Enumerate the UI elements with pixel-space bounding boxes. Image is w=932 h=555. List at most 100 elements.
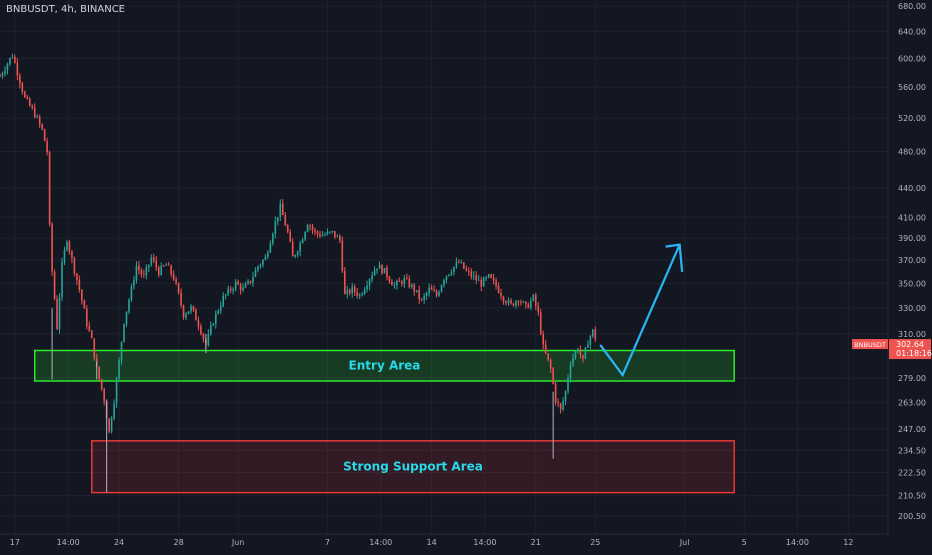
candle-body [408,278,411,288]
candle-body [594,329,597,340]
candle-body [336,236,339,238]
candle-body [41,124,43,130]
candle-body [56,298,58,330]
candle-body [371,275,373,280]
x-tick-label: Jun [231,538,245,547]
y-tick-label: 520.00 [898,114,926,123]
x-tick-label: Jul [679,538,690,547]
candle-body [398,280,401,282]
y-tick-label: 222.50 [898,468,926,477]
candle-body [207,333,210,345]
candle-body [405,277,408,279]
x-tick-label: 14 [427,538,437,547]
candle-body [477,279,480,281]
support-area-zone [91,440,735,494]
candle-body [279,203,282,218]
candle-body [83,300,86,309]
candle-body [73,258,76,274]
candle-body [376,268,378,271]
candle-body [341,240,344,271]
candle-body [512,303,515,306]
candle-body [38,116,41,125]
candle-body [326,231,329,235]
candle-body [420,298,423,300]
candle-body [495,280,497,286]
candle-body [289,231,292,242]
candle-body [311,226,314,230]
candle-body [306,225,309,232]
entry-area-label: Entry Area [349,359,421,373]
x-tick-label: 14:00 [473,538,496,547]
candle-body [118,360,120,379]
candle-body [68,241,71,252]
candle-body [277,217,279,222]
x-tick-label: 14:00 [57,538,80,547]
candle-body [214,313,217,324]
candle-body [229,288,232,291]
candle-body [113,403,115,419]
candle-body [537,305,540,313]
candle-body [162,265,165,267]
candle-body [460,262,463,264]
candle-body [520,301,522,303]
x-tick-label: 17 [10,538,20,547]
candle-body [589,336,592,345]
candle-body [294,254,296,257]
candle-body [386,267,388,278]
candle-body [557,402,559,404]
candle-body [202,334,205,339]
candle-body [577,350,579,352]
candle-body [579,350,582,355]
candle-body [316,231,319,234]
candle-body [502,296,505,302]
y-tick-label: 210.50 [898,492,926,501]
candle-body [148,264,150,268]
candle-body [351,286,354,294]
candle-body [467,270,470,272]
candle-body [507,299,510,304]
candle-body [180,292,182,306]
candle-body [145,267,148,276]
candle-body [232,288,234,291]
candle-body [314,229,316,232]
candle-body [242,287,244,291]
candle-body [11,56,14,58]
candle-body [393,285,396,287]
candle-body [23,91,26,98]
candle-body [522,301,525,303]
candle-body [58,297,61,330]
candle-body [559,403,562,410]
candle-body [63,249,66,263]
candle-body [274,221,277,234]
y-tick-label: 600.00 [898,54,926,63]
candle-body [485,277,487,279]
candle-body [525,301,527,305]
candle-body [93,338,96,358]
candle-body [527,304,530,308]
candle-body [331,230,334,232]
candle-body [329,231,331,233]
candle-body [343,270,346,294]
candle-body [435,291,438,296]
candle-body [418,290,421,299]
candle-body [319,233,321,237]
candle-body [130,286,133,300]
candle-body [554,383,557,403]
candle-body [286,225,289,232]
candle-body [98,366,101,380]
candle-body [53,271,56,299]
candle-body [346,289,349,294]
candle-body [592,329,594,337]
last-price-value: 302.64 [896,340,924,349]
candle-body [534,294,537,306]
y-tick-label: 390.00 [898,234,926,243]
candle-body [182,305,185,318]
candle-body [443,279,445,286]
candle-body [172,273,175,280]
candle-body [157,267,160,275]
candle-body [125,311,128,324]
candle-body [562,401,564,410]
y-tick-label: 440.00 [898,184,926,193]
y-tick-label: 200.50 [898,512,926,521]
